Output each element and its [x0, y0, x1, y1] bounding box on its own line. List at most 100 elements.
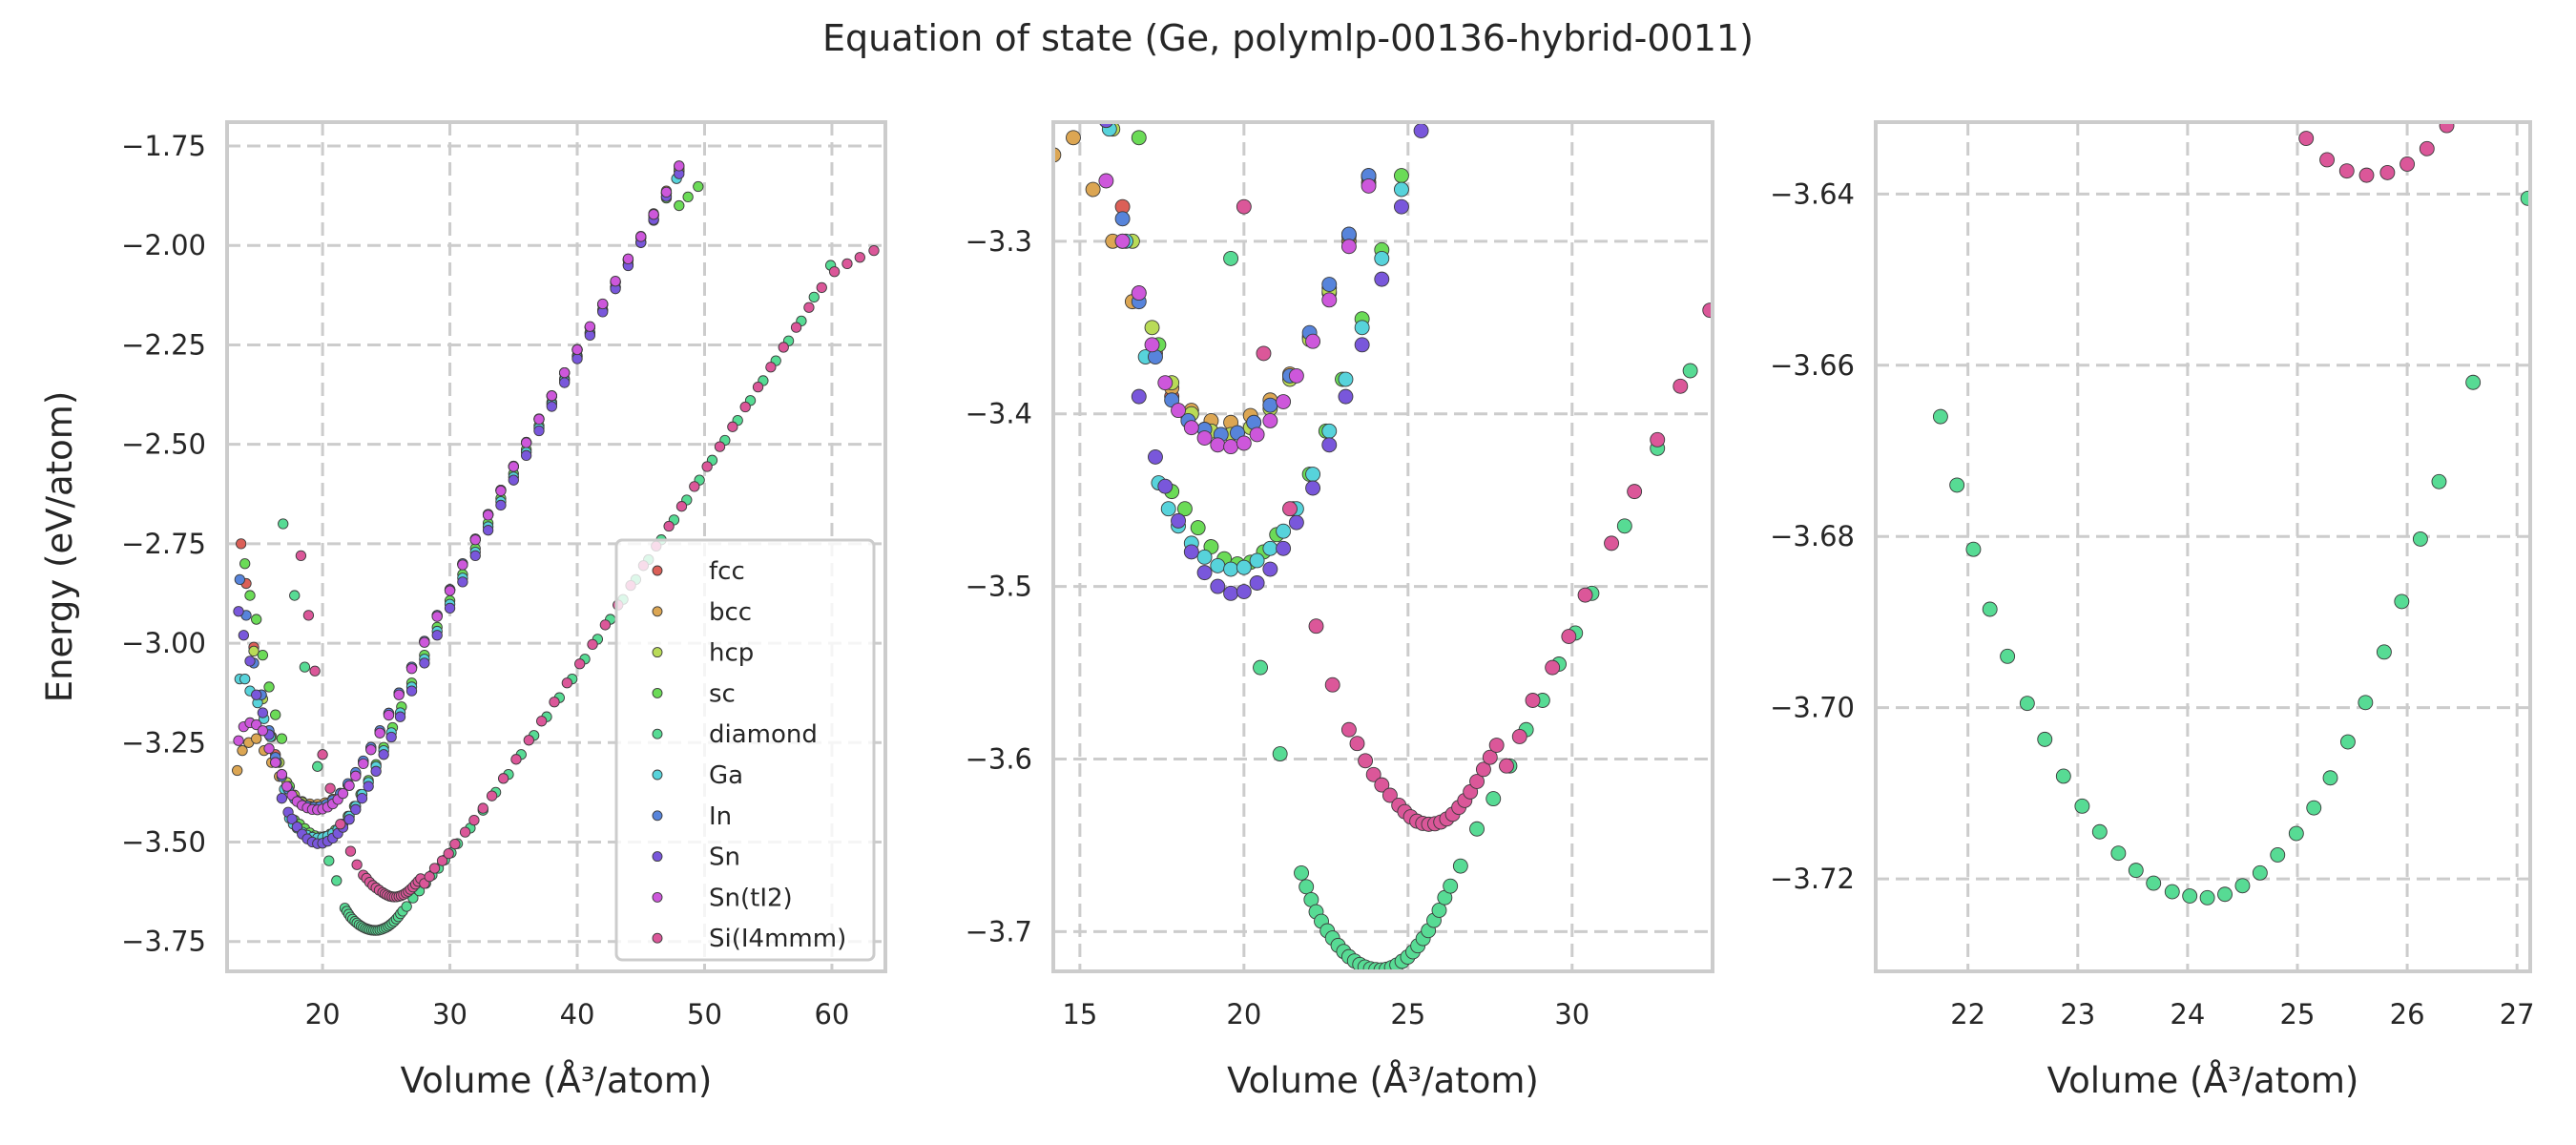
legend-marker	[652, 565, 663, 576]
data-point	[234, 573, 245, 586]
data-point	[739, 401, 751, 413]
data-point	[1196, 565, 1213, 581]
data-point	[1308, 618, 1324, 635]
data-point	[1183, 544, 1199, 560]
data-point	[1157, 375, 1174, 391]
data-point	[1407, 20, 1422, 34]
data-point	[2199, 889, 2215, 906]
data-point	[1183, 420, 1199, 436]
data-point	[263, 742, 275, 755]
figure-title: Equation of state (Ge, polymlp-00136-hyb…	[822, 17, 1754, 59]
data-point	[1384, 96, 1399, 111]
data-point	[1338, 371, 1354, 387]
data-point	[428, 863, 441, 874]
data-point	[497, 773, 509, 784]
data-point	[1324, 677, 1340, 693]
data-point	[1223, 561, 1239, 577]
data-point	[1616, 518, 1632, 534]
data-point	[495, 485, 507, 497]
data-point	[828, 266, 841, 278]
data-point	[597, 298, 609, 310]
data-point	[1321, 292, 1338, 308]
data-point	[393, 689, 405, 700]
legend-marker	[652, 851, 663, 863]
data-point	[1443, 878, 1459, 894]
data-point	[337, 788, 349, 800]
data-point	[1236, 435, 1252, 451]
legend-marker	[652, 647, 663, 658]
data-point	[457, 559, 468, 571]
legend-marker	[652, 728, 663, 739]
data-point	[1407, 29, 1422, 43]
data-point	[1545, 659, 1561, 676]
data-point	[1374, 271, 1390, 287]
x-tick-label: 25	[1390, 998, 1425, 1030]
data-point	[1682, 363, 1698, 379]
data-point	[289, 590, 301, 601]
data-point	[1932, 408, 1948, 425]
x-tick-label: 40	[560, 998, 595, 1030]
legend-label: hcp	[709, 639, 754, 668]
data-point	[1525, 693, 1541, 708]
series-sc	[1131, 130, 1409, 572]
data-point	[248, 645, 260, 657]
data-point	[486, 790, 498, 802]
data-point	[2128, 863, 2144, 879]
data-point	[1282, 501, 1298, 517]
data-point	[1114, 233, 1131, 249]
data-point	[1033, 79, 1048, 94]
data-point	[343, 780, 355, 791]
y-tick-label: −3.66	[1770, 349, 1855, 382]
data-point	[335, 819, 346, 830]
data-point	[1801, 54, 1816, 69]
data-point	[469, 550, 481, 562]
data-point	[2399, 156, 2416, 172]
data-point	[232, 764, 243, 777]
data-point	[2481, 50, 2495, 64]
data-point	[1340, 239, 1357, 255]
data-point	[2358, 167, 2375, 183]
data-point	[2230, 24, 2244, 38]
data-point	[1340, 721, 1357, 738]
data-point	[587, 638, 598, 650]
y-tick-label: −3.70	[1770, 692, 1855, 724]
data-point	[1083, 96, 1097, 111]
data-point	[663, 520, 675, 532]
data-point	[1236, 584, 1252, 599]
legend-box	[614, 538, 876, 962]
series-diamond	[1223, 250, 1698, 971]
legend-label: sc	[709, 679, 736, 708]
legend-marker	[652, 769, 663, 781]
legend-item: In	[652, 802, 732, 831]
data-point	[660, 186, 673, 198]
data-point	[1256, 345, 1272, 362]
legend-item: Sn(tI2)	[652, 884, 793, 912]
data-point	[1577, 587, 1593, 603]
data-point	[424, 871, 435, 883]
data-point	[251, 614, 262, 625]
data-point	[1561, 629, 1577, 645]
x-tick-label: 25	[2280, 998, 2316, 1030]
data-point	[374, 727, 385, 739]
y-tick-label: −2.50	[121, 428, 206, 461]
data-point	[244, 590, 256, 601]
data-point	[257, 649, 269, 661]
data-point	[370, 765, 382, 777]
data-point	[1262, 540, 1278, 556]
data-point	[1384, 106, 1399, 120]
data-point	[1099, 96, 1113, 111]
data-point	[1253, 659, 1268, 676]
y-tick-label: −3.75	[121, 926, 206, 958]
data-point	[533, 413, 545, 426]
data-point	[2322, 770, 2338, 786]
data-point	[459, 826, 471, 838]
legend-marker	[652, 891, 663, 903]
x-tick-label: 24	[2170, 998, 2205, 1030]
data-point	[549, 697, 560, 708]
y-tick-label: −2.00	[121, 229, 206, 261]
data-point	[365, 744, 377, 756]
panel-3: 22 23 24 25 26 27 −3.72 −3.70 −3.68 −3.66 −3.64 Vol…	[1770, 24, 2535, 1101]
data-point	[1374, 250, 1390, 266]
data-point	[309, 665, 321, 677]
